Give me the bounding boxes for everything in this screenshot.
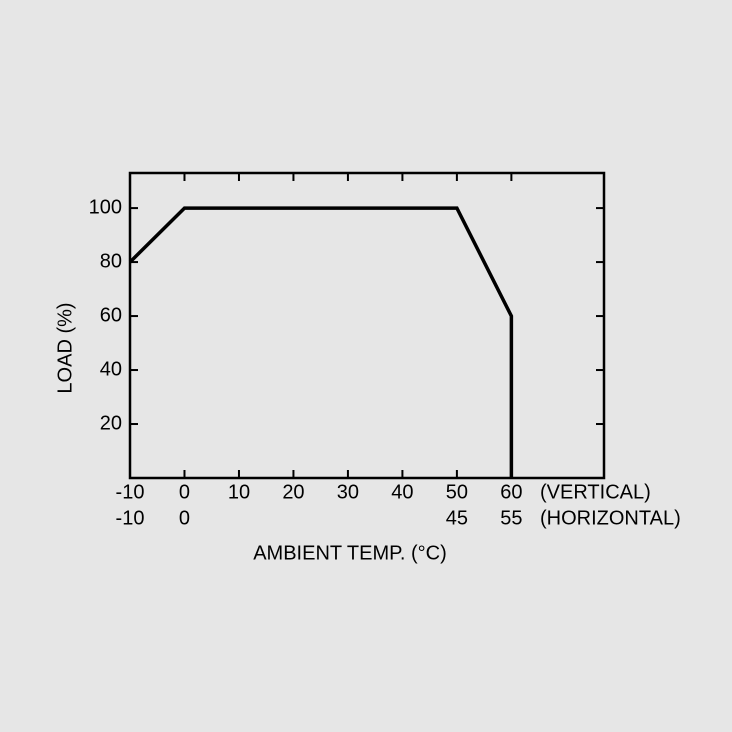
x-tick-label: 40 (391, 481, 413, 503)
horizontal-tick-label: 0 (179, 507, 190, 529)
horizontal-tick-label: 45 (446, 507, 468, 529)
horizontal-tick-label: 55 (500, 507, 522, 529)
x-tick-label: 50 (446, 481, 468, 503)
y-tick-label: 20 (100, 412, 122, 434)
y-tick-label: 80 (100, 250, 122, 272)
horizontal-tick-label: -10 (116, 507, 145, 529)
x-axis-title: AMBIENT TEMP. (°C) (253, 542, 447, 564)
y-tick-label: 40 (100, 358, 122, 380)
x-tick-label: -10 (116, 481, 145, 503)
x-tick-label: 0 (179, 481, 190, 503)
x-tick-label: 20 (282, 481, 304, 503)
y-tick-label: 100 (89, 196, 122, 218)
derating-line (128, 206, 514, 478)
x-tick-label: 60 (500, 481, 522, 503)
y-tick-label: 60 (100, 304, 122, 326)
x-tick-label: 10 (228, 481, 250, 503)
plot-frame (128, 171, 606, 480)
x-tick-label: 30 (337, 481, 359, 503)
y-axis-title: LOAD (%) (54, 302, 76, 393)
horizontal-scale-name: (HORIZONTAL) (540, 507, 681, 529)
x-scale-name: (VERTICAL) (540, 481, 651, 503)
